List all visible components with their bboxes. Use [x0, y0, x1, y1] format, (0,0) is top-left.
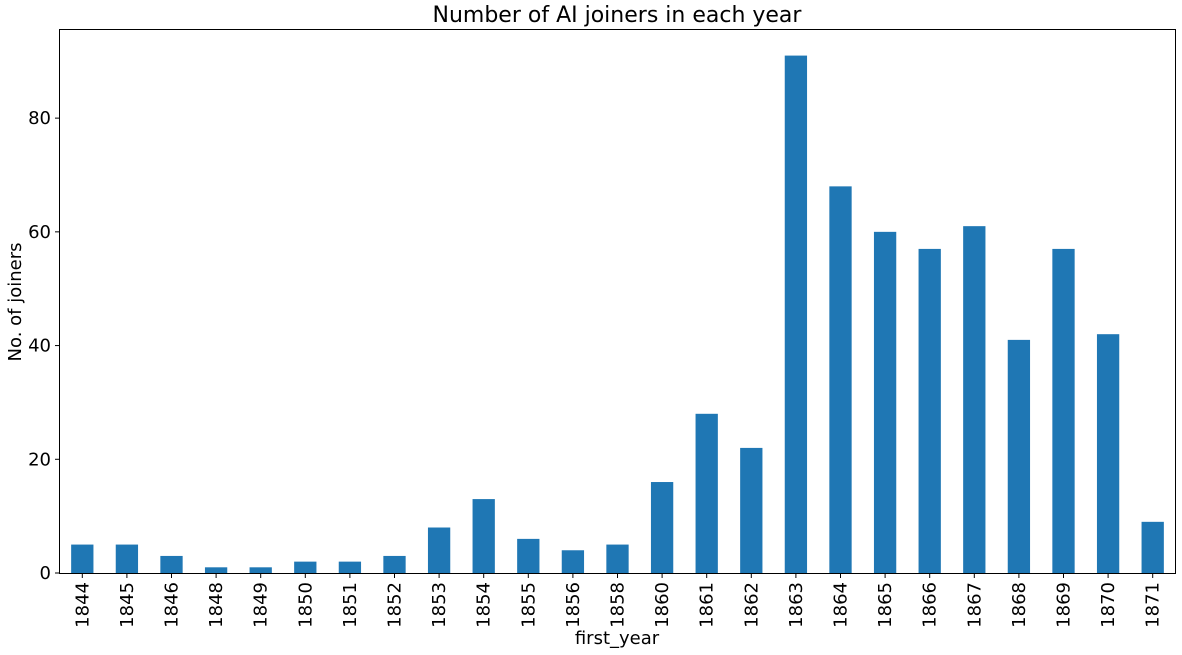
bar-1866 [918, 248, 941, 573]
bar-1848 [204, 567, 228, 573]
bar-1860 [650, 482, 674, 573]
chart-title: Number of AI joiners in each year [433, 3, 803, 28]
bars-layer [71, 55, 1164, 574]
bar-1869 [1052, 248, 1075, 573]
bar-1864 [829, 186, 852, 574]
x-tick-label-1846: 1846 [162, 582, 183, 628]
x-tick-label-1869: 1869 [1054, 582, 1075, 628]
x-tick-label-1844: 1844 [72, 582, 93, 628]
bar-1867 [963, 226, 986, 573]
bar-1852 [383, 555, 406, 573]
bar-1855 [517, 538, 540, 573]
bar-1865 [873, 231, 897, 573]
bar-1856 [561, 550, 585, 573]
bar-1854 [472, 499, 495, 573]
x-tick-label-1870: 1870 [1098, 582, 1119, 628]
x-tick-label-1848: 1848 [206, 582, 227, 628]
bar-1861 [695, 413, 718, 573]
x-tick-label-1864: 1864 [831, 582, 852, 628]
x-tick-label-1863: 1863 [786, 582, 807, 628]
x-tick-label-1861: 1861 [697, 582, 718, 628]
x-tick-label-1871: 1871 [1143, 582, 1164, 628]
bar-1870 [1096, 334, 1120, 573]
x-tick-label-1866: 1866 [920, 582, 941, 628]
x-axis-label: first_year [575, 628, 660, 649]
x-tick-label-1860: 1860 [652, 582, 673, 628]
x-tick-label-1868: 1868 [1009, 582, 1030, 628]
bar-1853 [427, 527, 451, 573]
bar-1845 [115, 544, 139, 573]
x-tick-label-1850: 1850 [295, 582, 316, 628]
x-tick-label-1849: 1849 [251, 582, 272, 628]
x-tick-label-1867: 1867 [964, 582, 985, 628]
x-tick-label-1851: 1851 [340, 582, 361, 628]
y-tick-label-80: 80 [28, 108, 51, 129]
bar-1849 [249, 567, 272, 573]
x-tick-label-1862: 1862 [741, 582, 762, 628]
x-tick-label-1854: 1854 [474, 582, 495, 628]
y-tick-label-60: 60 [28, 222, 51, 243]
y-tick-label-40: 40 [28, 336, 51, 357]
y-tick-label-20: 20 [28, 449, 51, 470]
x-tick-label-1853: 1853 [429, 582, 450, 628]
x-tick-label-1856: 1856 [563, 582, 584, 628]
x-axis: 1844 1845 1846 1848 1849 1850 1851 1852 1853 1854… [72, 573, 1164, 628]
bar-1844 [71, 544, 94, 573]
x-tick-label-1865: 1865 [875, 582, 896, 628]
bar-1871 [1141, 521, 1164, 573]
x-tick-label-1852: 1852 [385, 582, 406, 628]
bar-1862 [740, 447, 763, 573]
bar-1858 [606, 544, 629, 573]
bar-1863 [784, 55, 808, 573]
bar-1846 [160, 555, 183, 573]
bar-1851 [338, 561, 362, 573]
y-tick-label-0: 0 [40, 563, 51, 584]
x-tick-label-1855: 1855 [518, 582, 539, 628]
x-tick-label-1858: 1858 [608, 582, 629, 628]
bar-1850 [294, 561, 317, 573]
y-axis: 0 20 40 60 80 [28, 108, 60, 584]
bar-1868 [1007, 339, 1031, 573]
x-tick-label-1845: 1845 [117, 582, 138, 628]
y-axis-label: No. of joiners [5, 243, 26, 362]
